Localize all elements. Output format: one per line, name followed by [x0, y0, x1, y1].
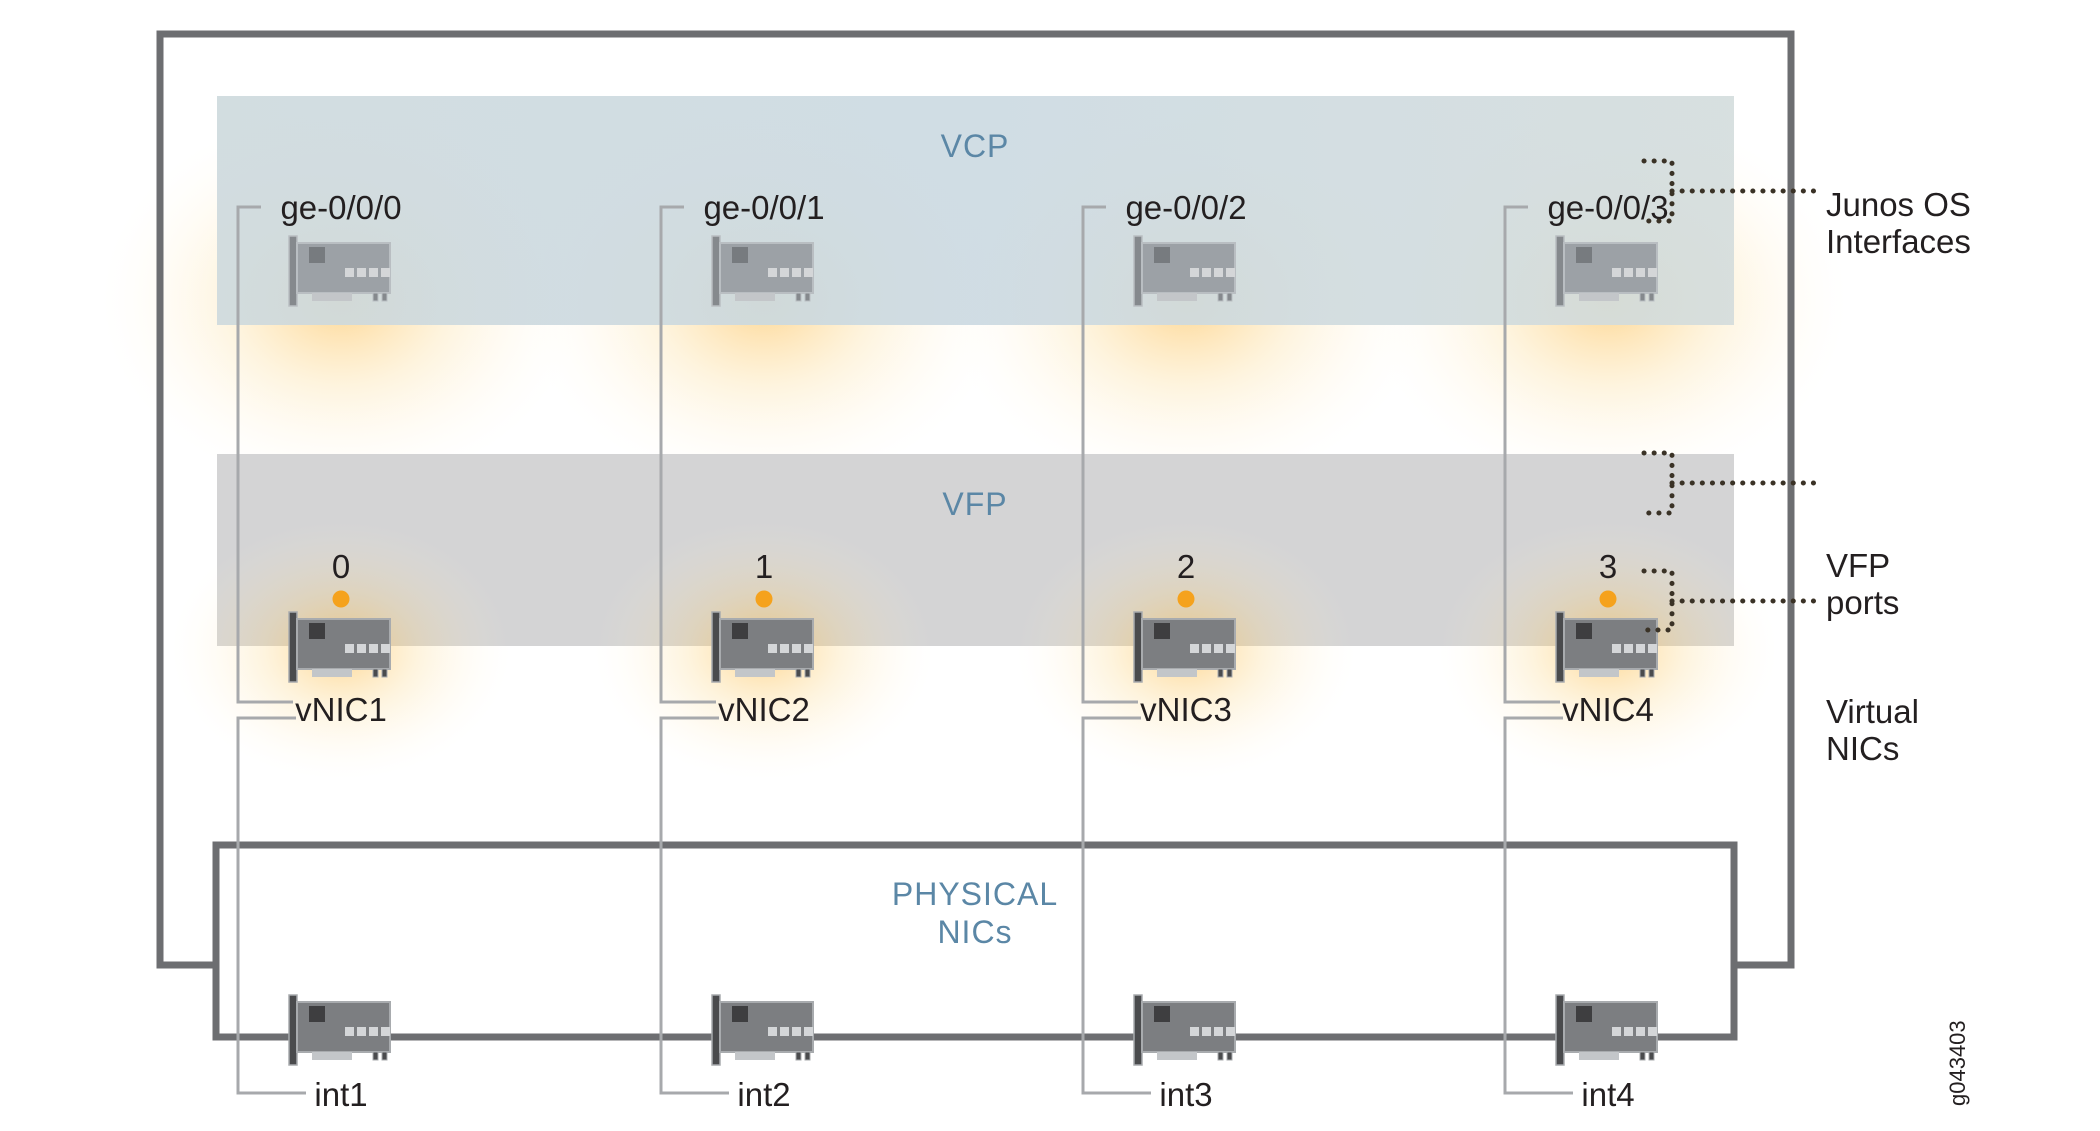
vfp-port-dot: [332, 590, 350, 608]
physical-nic-icon: [1133, 994, 1236, 1066]
vfp-ports-annotation-line1: VFP: [1826, 547, 1890, 584]
vcp-to-vnic-line: [1503, 205, 1560, 704]
vcp-to-vnic-line: [236, 205, 293, 704]
column-1: ge-0/0/1 1 vNIC2 int2: [659, 189, 825, 1113]
host-frame: [156, 30, 1795, 969]
vnic-to-physical-line: [659, 716, 729, 1095]
vnic-to-physical-line: [236, 716, 306, 1095]
column-0: ge-0/0/0 0 vNIC1 int1: [236, 189, 402, 1113]
vcp-to-vnic-line: [659, 205, 716, 704]
physical-interface-label: int4: [1581, 1076, 1634, 1113]
vfp-port-number: 1: [755, 548, 773, 585]
vfp-port-dot: [1599, 590, 1617, 608]
vfp-ports-bracket: [1641, 450, 1818, 516]
figure-id: g043403: [1945, 1020, 1970, 1106]
vfp-port-number: 2: [1177, 548, 1195, 585]
vfp-port-dot: [755, 590, 773, 608]
physical-interface-label: int1: [314, 1076, 367, 1113]
virtual-nics-annotation-line2: NICs: [1826, 730, 1899, 767]
vcp-nic-icon: [1133, 235, 1236, 307]
vfp-port-number: 0: [332, 548, 350, 585]
physical-interface-label: int2: [737, 1076, 790, 1113]
vfp-nic-icon: [1133, 611, 1236, 683]
vfp-port-number: 3: [1599, 548, 1617, 585]
junos-interface-label: ge-0/0/1: [703, 189, 824, 226]
vfp-ports-annotation-line2: ports: [1826, 584, 1899, 621]
vcp-band: [217, 96, 1734, 325]
vfp-nic-icon: [1555, 611, 1658, 683]
vcp-nic-icon: [288, 235, 391, 307]
vcp-nic-icon: [711, 235, 814, 307]
junos-interface-label: ge-0/0/0: [280, 189, 401, 226]
physical-nics-label-line1: PHYSICAL: [892, 876, 1058, 912]
physical-interface-label: int3: [1159, 1076, 1212, 1113]
column-2: ge-0/0/2 2 vNIC3 int3: [1081, 189, 1247, 1113]
junos-interface-label: ge-0/0/2: [1125, 189, 1246, 226]
vcp-nic-icon: [1555, 235, 1658, 307]
columns: ge-0/0/00vNIC1int1ge-0/0/11vNIC2int2ge-0…: [236, 189, 1669, 1113]
vnic-label: vNIC2: [718, 691, 810, 728]
vfp-nic-icon: [711, 611, 814, 683]
physical-nic-icon: [711, 994, 814, 1066]
vnic-to-physical-line: [1503, 716, 1573, 1095]
vnic-label: vNIC4: [1562, 691, 1654, 728]
physical-nic-icon: [288, 994, 391, 1066]
physical-nics-label-line2: NICs: [937, 914, 1012, 950]
physical-nic-icon: [1555, 994, 1658, 1066]
virtual-nics-annotation-line1: Virtual: [1826, 693, 1919, 730]
vnic-label: vNIC1: [295, 691, 387, 728]
vfp-nic-icon: [288, 611, 391, 683]
physical-nics-box: [212, 841, 1738, 1041]
junos-annotation-line1: Junos OS: [1826, 186, 1971, 223]
vcp-label: VCP: [941, 128, 1010, 164]
vnic-label: vNIC3: [1140, 691, 1232, 728]
vcp-to-vnic-line: [1081, 205, 1138, 704]
virtual-nics-bracket: [1641, 568, 1818, 633]
annotations: [1641, 158, 1818, 633]
junos-bracket: [1641, 158, 1818, 224]
vnic-to-physical-line: [1081, 716, 1151, 1095]
vfp-label: VFP: [942, 486, 1007, 522]
junos-annotation-line2: Interfaces: [1826, 223, 1971, 260]
vfp-port-dot: [1177, 590, 1195, 608]
